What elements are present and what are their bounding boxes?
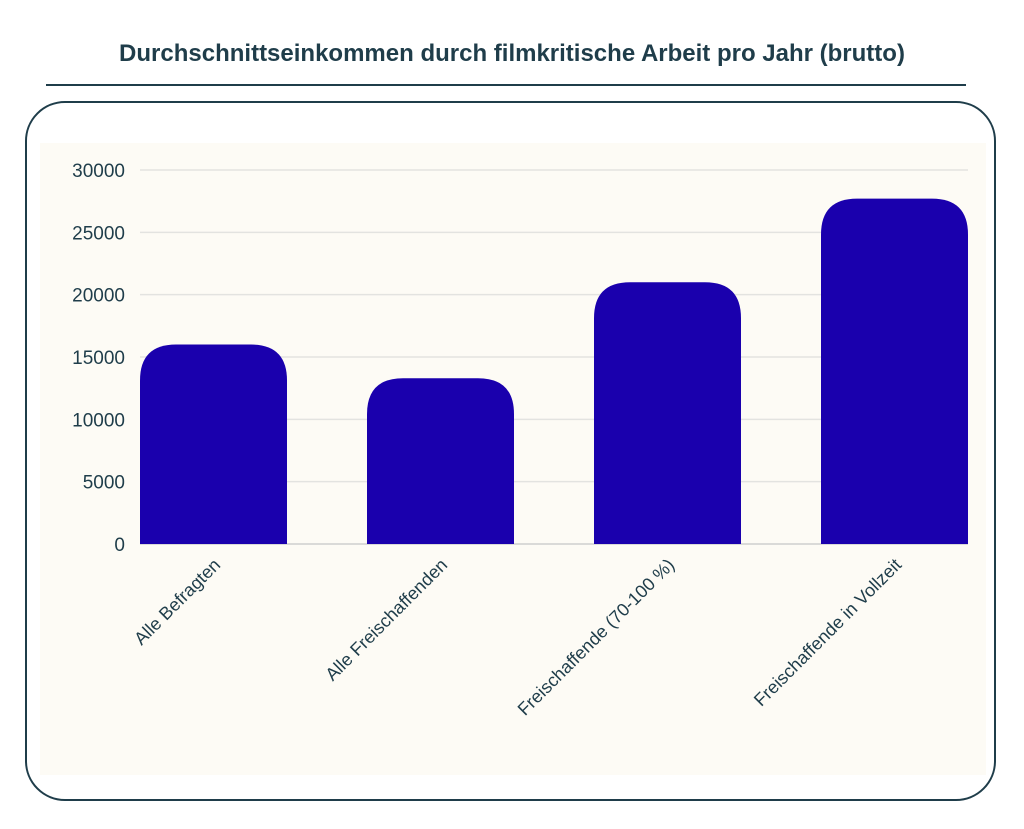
title-divider [46, 84, 966, 86]
chart-title: Durchschnittseinkommen durch filmkritisc… [119, 40, 905, 67]
y-tick-label: 20000 [72, 286, 125, 307]
bar [821, 198, 968, 544]
chart-frame [25, 101, 996, 801]
y-tick-label: 0 [114, 535, 125, 556]
bar [140, 344, 287, 544]
y-tick-label: 10000 [72, 410, 125, 431]
y-tick-label: 30000 [72, 161, 125, 182]
bar [594, 282, 741, 544]
y-tick-label: 15000 [72, 348, 125, 369]
bar [367, 378, 514, 544]
y-tick-label: 5000 [83, 473, 125, 494]
y-tick-label: 25000 [72, 223, 125, 244]
